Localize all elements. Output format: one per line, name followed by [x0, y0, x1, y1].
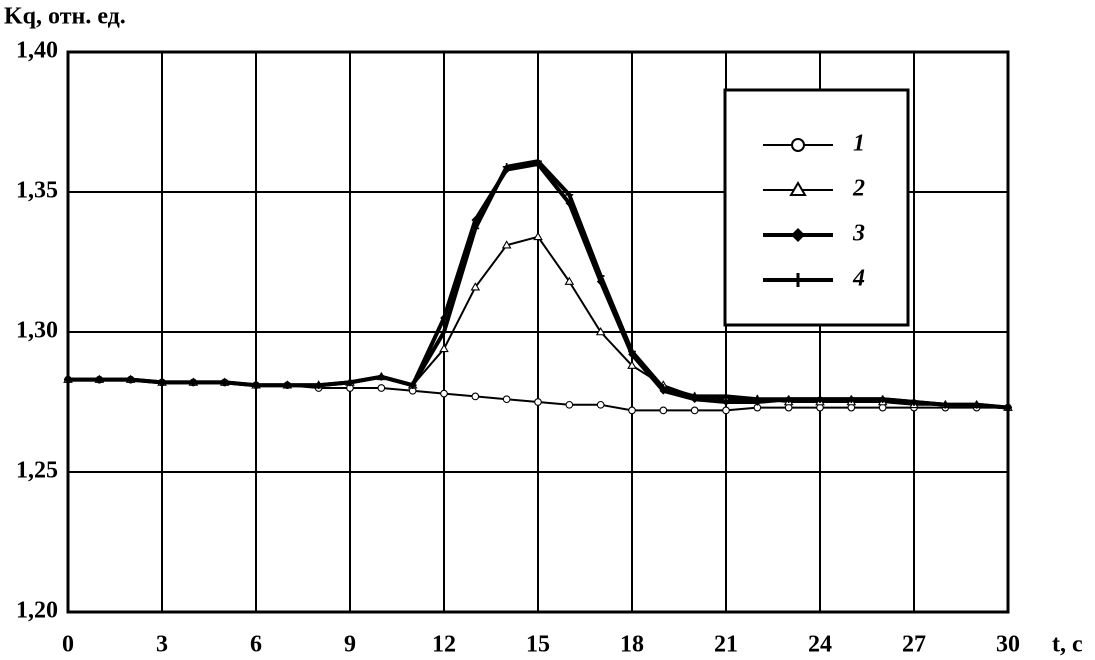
- marker: [791, 138, 805, 152]
- marker: [502, 395, 511, 404]
- x-tick-label: 12: [432, 632, 456, 658]
- marker: [690, 406, 699, 415]
- marker: [439, 343, 449, 353]
- marker: [659, 384, 668, 392]
- legend-label: 3: [852, 221, 865, 247]
- y-tick-label: 1,20: [16, 598, 58, 624]
- x-tick-label: 30: [996, 632, 1020, 658]
- marker: [346, 378, 354, 387]
- marker: [408, 381, 417, 390]
- marker: [565, 190, 574, 199]
- x-tick-label: 21: [714, 632, 738, 658]
- marker: [471, 224, 480, 233]
- marker: [1004, 403, 1012, 412]
- marker: [470, 282, 481, 291]
- y-tick-label: 1,35: [16, 178, 58, 204]
- marker: [784, 395, 793, 404]
- marker: [565, 400, 574, 409]
- marker: [564, 276, 575, 285]
- marker: [847, 395, 856, 404]
- x-tick-label: 18: [620, 632, 644, 658]
- marker: [791, 273, 805, 287]
- legend-label: 1: [853, 131, 865, 157]
- marker: [440, 389, 448, 398]
- marker: [440, 314, 448, 322]
- y-axis-label: Kq, отн. ед.: [4, 4, 126, 30]
- marker: [471, 392, 480, 401]
- marker: [910, 398, 918, 406]
- plot-frame: [66, 50, 1010, 614]
- marker: [377, 372, 386, 381]
- marker: [722, 392, 730, 401]
- marker: [816, 395, 824, 404]
- marker: [596, 400, 605, 409]
- marker: [972, 400, 981, 409]
- marker: [878, 395, 887, 404]
- x-tick-label: 24: [808, 632, 832, 658]
- x-tick-label: 3: [156, 632, 168, 658]
- legend-label: 2: [852, 176, 865, 202]
- x-tick-label: 6: [250, 632, 262, 658]
- marker: [533, 231, 543, 241]
- marker: [126, 375, 135, 384]
- legend-box: [723, 88, 910, 327]
- marker: [628, 406, 636, 415]
- marker: [283, 381, 292, 390]
- marker: [753, 395, 762, 404]
- x-tick-label: 0: [62, 632, 74, 658]
- x-axis-label: t, c: [1052, 632, 1083, 658]
- marker: [941, 400, 950, 409]
- marker: [628, 347, 636, 356]
- marker: [534, 157, 542, 166]
- marker: [189, 378, 198, 387]
- marker: [220, 378, 229, 387]
- y-tick-label: 1,25: [16, 458, 58, 484]
- marker: [690, 392, 699, 401]
- marker: [314, 381, 323, 390]
- marker: [377, 384, 386, 392]
- marker: [158, 378, 166, 387]
- marker: [95, 375, 104, 384]
- marker: [534, 398, 542, 406]
- x-tick-label: 9: [344, 632, 356, 658]
- y-tick-label: 1,40: [16, 38, 58, 64]
- legend: 1 2 3 4: [723, 88, 910, 327]
- y-tick-label: 1,30: [16, 318, 58, 344]
- marker: [789, 181, 807, 196]
- x-tick-label: 15: [526, 632, 550, 658]
- marker: [791, 228, 805, 242]
- marker: [502, 162, 511, 171]
- marker: [722, 406, 730, 415]
- marker: [595, 327, 606, 336]
- legend-label: 4: [852, 266, 865, 292]
- x-tick-label: 27: [902, 632, 926, 658]
- marker: [596, 272, 605, 280]
- marker: [501, 240, 512, 249]
- marker: [659, 406, 668, 415]
- marker: [440, 328, 448, 336]
- marker: [64, 375, 72, 384]
- marker: [722, 398, 730, 406]
- marker: [627, 360, 637, 369]
- marker: [252, 381, 260, 390]
